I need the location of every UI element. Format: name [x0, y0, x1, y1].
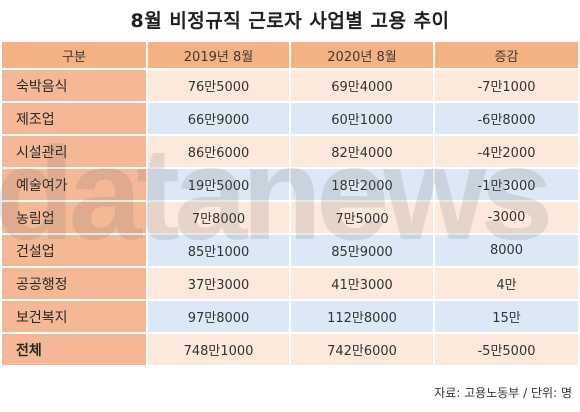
source-note: 자료: 고용노동부 / 단위: 명	[434, 386, 572, 400]
change-value: -4만2000	[435, 136, 578, 169]
change-value: -6만8000	[435, 103, 578, 136]
row-label: 건설업	[2, 235, 148, 268]
change-value: -5만5000	[435, 334, 578, 367]
column-header-3: 증감	[435, 42, 578, 70]
table-row: 농림업 7만8000 7만5000 -3000	[2, 202, 578, 235]
change-value: 4만	[435, 268, 578, 301]
table-row: 숙박음식 76만5000 69만4000 -7만1000	[2, 70, 578, 103]
employment-table: 구분 2019년 8월 2020년 8월 증감 숙박음식 76만5000 69만4000 -7…	[2, 42, 578, 367]
value-2019: 748만1000	[148, 334, 291, 367]
table-row: 제조업 66만9000 60만1000 -6만8000	[2, 103, 578, 136]
value-2020: 41만3000	[291, 268, 435, 301]
value-2020: 112만8000	[291, 301, 435, 334]
change-value: -1만3000	[435, 169, 578, 202]
column-header-1: 2019년 8월	[148, 42, 291, 70]
value-2019: 86만6000	[148, 136, 291, 169]
row-label: 농림업	[2, 202, 148, 235]
value-2020: 85만9000	[291, 235, 435, 268]
value-2020: 82만4000	[291, 136, 435, 169]
row-label: 보건복지	[2, 301, 148, 334]
value-2019: 37만3000	[148, 268, 291, 301]
change-value: -3000	[435, 202, 578, 235]
change-value: -7만1000	[435, 70, 578, 103]
row-label: 시설관리	[2, 136, 148, 169]
value-2019: 19만5000	[148, 169, 291, 202]
row-label: 전체	[2, 334, 148, 367]
row-label: 숙박음식	[2, 70, 148, 103]
page-title: 8월 비정규직 근로자 사업별 고용 추이	[130, 10, 450, 32]
table-row: 시설관리 86만6000 82만4000 -4만2000	[2, 136, 578, 169]
table-row: 건설업 85만1000 85만9000 8000	[2, 235, 578, 268]
value-2019: 97만8000	[148, 301, 291, 334]
table-row: 보건복지 97만8000 112만8000 15만	[2, 301, 578, 334]
value-2020: 742만6000	[291, 334, 435, 367]
table-row: 전체 748만1000 742만6000 -5만5000	[2, 334, 578, 367]
value-2019: 76만5000	[148, 70, 291, 103]
value-2019: 85만1000	[148, 235, 291, 268]
value-2020: 60만1000	[291, 103, 435, 136]
row-label: 공공행정	[2, 268, 148, 301]
table-header-row: 구분 2019년 8월 2020년 8월 증감	[2, 42, 578, 70]
change-value: 15만	[435, 301, 578, 334]
change-value: 8000	[435, 235, 578, 268]
value-2020: 69만4000	[291, 70, 435, 103]
row-label: 제조업	[2, 103, 148, 136]
column-header-0: 구분	[2, 42, 148, 70]
value-2019: 7만8000	[148, 202, 291, 235]
table-row: 예술여가 19만5000 18만2000 -1만3000	[2, 169, 578, 202]
value-2019: 66만9000	[148, 103, 291, 136]
value-2020: 18만2000	[291, 169, 435, 202]
value-2020: 7만5000	[291, 202, 435, 235]
table-row: 공공행정 37만3000 41만3000 4만	[2, 268, 578, 301]
column-header-2: 2020년 8월	[291, 42, 435, 70]
row-label: 예술여가	[2, 169, 148, 202]
